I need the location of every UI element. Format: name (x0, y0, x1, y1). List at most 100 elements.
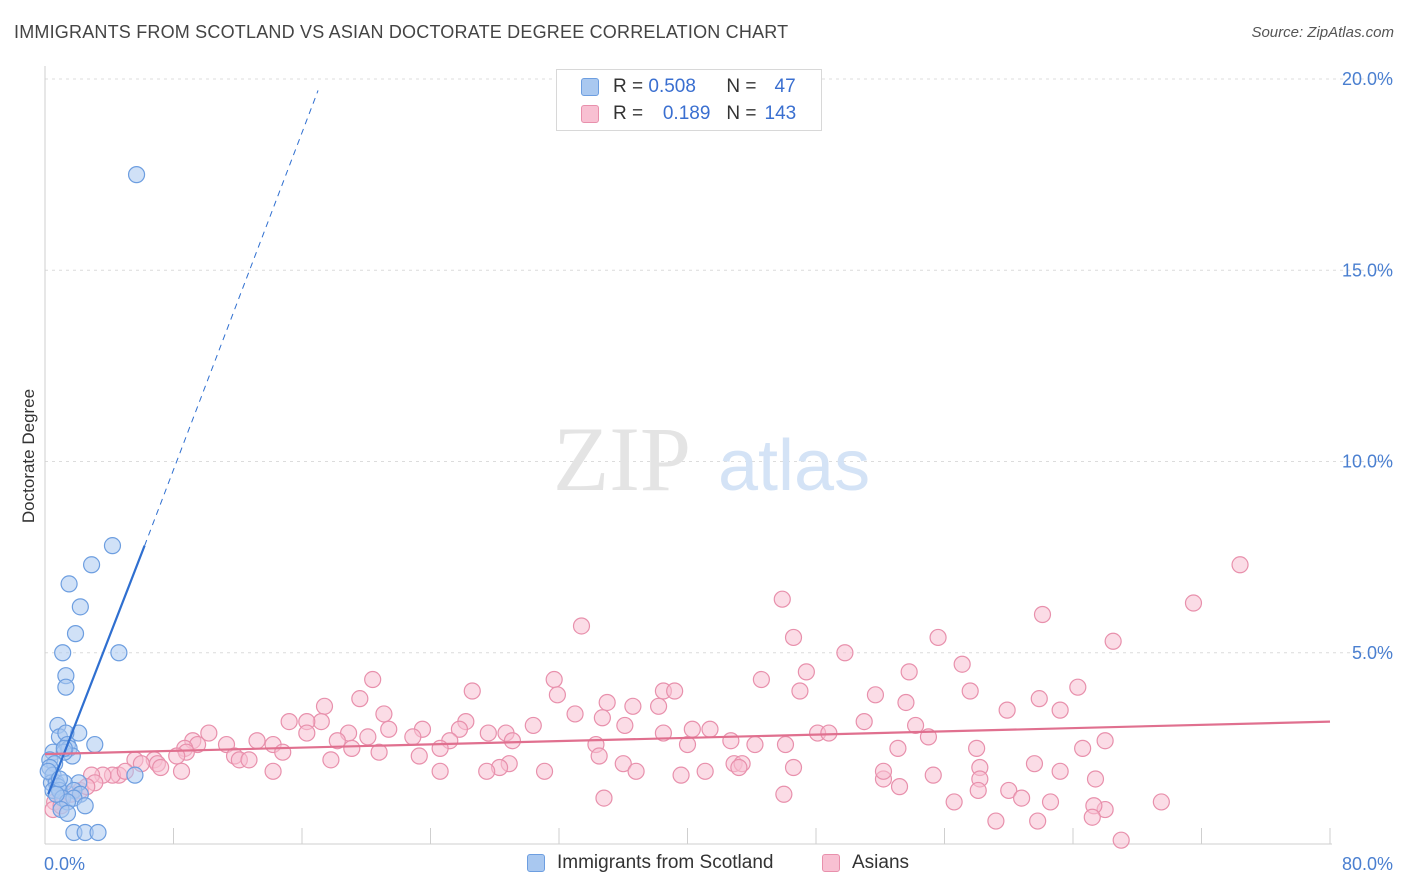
scotland-point (127, 166, 146, 184)
scotland-point (86, 735, 104, 754)
y-axis-label: Doctorate Degree (19, 389, 38, 523)
series-legend: Immigrants from Scotland Asians (0, 852, 1406, 878)
asian-point (364, 670, 382, 689)
x-tick-label: 0.0% (44, 854, 85, 874)
asian-point (524, 716, 542, 735)
asian-point (359, 728, 377, 746)
scotland-points (39, 166, 146, 842)
asian-point (929, 628, 947, 647)
asian-point (746, 735, 764, 754)
asian-point (1041, 793, 1060, 811)
asian-point (322, 751, 340, 769)
legend-item-asians[interactable]: Asians (822, 852, 909, 874)
asian-point (906, 716, 925, 735)
asian-point (431, 762, 449, 780)
asian-point (450, 720, 469, 738)
trend-lines (44, 90, 1331, 795)
asian-point (776, 735, 795, 754)
asian-point (264, 762, 282, 780)
asian-point (897, 693, 915, 712)
scotland-point (71, 598, 89, 616)
asian-point (1112, 831, 1130, 849)
asian-point (784, 758, 803, 777)
asian-point (953, 655, 971, 673)
asian-point (672, 766, 690, 784)
asian-point (410, 747, 428, 765)
asian-point (855, 712, 873, 731)
watermark-atlas: atlas (718, 426, 870, 506)
legend-label-scotland: Immigrants from Scotland (557, 852, 774, 873)
asian-point (1184, 594, 1203, 612)
asian-point (1029, 812, 1047, 830)
source-label[interactable]: Source: ZipAtlas.com (1251, 24, 1394, 41)
r-label: R = (613, 103, 644, 124)
asian-point (328, 732, 346, 750)
asian-point (998, 701, 1016, 719)
scotland-point (58, 804, 77, 823)
asian-point (479, 724, 497, 742)
asian-point (298, 724, 316, 742)
asians-points (44, 556, 1249, 849)
asian-point (1083, 808, 1101, 826)
asian-point (1104, 632, 1122, 650)
asian-point (889, 739, 907, 757)
asian-point (987, 812, 1005, 830)
asian-point (773, 590, 791, 608)
asians-swatch (581, 105, 599, 123)
asian-point (924, 766, 942, 784)
asian-point (572, 617, 591, 635)
n-label: N = (726, 76, 757, 97)
asian-point (595, 789, 613, 807)
scotland-point (103, 537, 122, 555)
asian-point (503, 732, 522, 750)
scotland-point (82, 556, 101, 574)
asian-point (874, 762, 893, 780)
asian-point (598, 693, 616, 712)
asian-point (431, 739, 449, 757)
scotland-swatch (581, 78, 599, 96)
stats-row-scotland: R = 0.508 N = 47 (581, 75, 796, 99)
scotland-point (66, 625, 85, 643)
asian-point (248, 732, 266, 750)
asian-point (836, 644, 854, 662)
asian-point (280, 712, 298, 731)
asian-point (683, 720, 701, 738)
asian-point (730, 758, 748, 777)
watermark-zip: ZIP (553, 408, 691, 510)
scotland-point (76, 797, 94, 815)
asian-point (1051, 701, 1069, 719)
n-label: N = (726, 103, 757, 124)
asian-point (791, 682, 809, 700)
asians-swatch (822, 854, 840, 872)
asian-point (961, 682, 979, 700)
asian-point (200, 724, 218, 742)
legend-item-scotland[interactable]: Immigrants from Scotland (527, 852, 773, 874)
asian-point (1033, 605, 1052, 624)
y-tick-labels: 5.0% 10.0% 15.0% 20.0% (1342, 69, 1393, 663)
asian-point (1152, 793, 1170, 811)
asian-point (666, 682, 684, 700)
n-value-asians: 143 (764, 103, 797, 124)
asian-point (548, 686, 566, 704)
asian-point (1012, 789, 1031, 807)
y-tick-label: 10.0% (1342, 452, 1393, 472)
r-value-scotland: 0.508 (648, 76, 696, 97)
asian-point (535, 762, 554, 780)
n-value-scotland: 47 (774, 76, 796, 97)
asian-point (343, 739, 361, 757)
asian-point (968, 739, 986, 757)
asian-point (312, 712, 330, 731)
asian-point (351, 690, 369, 708)
scotland-point (89, 823, 107, 842)
asian-point (168, 747, 186, 765)
asian-point (614, 755, 632, 773)
asian-point (274, 743, 292, 761)
asian-point (624, 697, 642, 715)
asian-point (545, 670, 563, 689)
asian-point (152, 758, 170, 777)
asian-point (1231, 556, 1249, 574)
asian-point (315, 697, 334, 715)
scotland-point (57, 678, 75, 696)
asian-point (1096, 732, 1114, 750)
asian-point (945, 793, 963, 811)
